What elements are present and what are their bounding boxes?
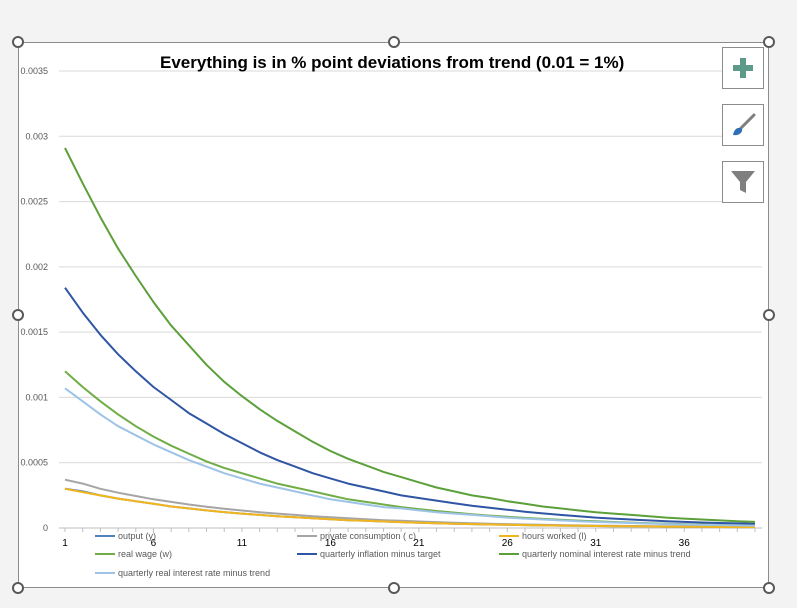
y-tick-label: 0 bbox=[43, 523, 48, 533]
series-line-5[interactable] bbox=[64, 287, 756, 525]
resize-handle-top-right[interactable] bbox=[763, 36, 775, 48]
y-tick-label: 0.0035 bbox=[20, 66, 48, 76]
x-tick-label: 16 bbox=[325, 538, 337, 549]
resize-handle-middle-right[interactable] bbox=[763, 309, 775, 321]
x-tick-label: 1 bbox=[62, 538, 68, 549]
y-tick-label: 0.0005 bbox=[20, 458, 48, 468]
legend-label: private consumption ( c) bbox=[320, 531, 416, 541]
resize-handle-bottom-left[interactable] bbox=[12, 582, 24, 594]
x-tick-label: 31 bbox=[590, 538, 602, 549]
plus-icon bbox=[733, 58, 753, 78]
y-tick-label: 0.002 bbox=[25, 262, 48, 272]
x-tick-label: 26 bbox=[502, 538, 514, 549]
legend-label: quarterly inflation minus target bbox=[320, 549, 441, 559]
brush-icon bbox=[733, 113, 756, 136]
resize-handle-bottom-center[interactable] bbox=[388, 582, 400, 594]
x-tick-label: 11 bbox=[237, 538, 248, 549]
chart-filters-button[interactable] bbox=[722, 161, 764, 203]
legend-label: hours worked (l) bbox=[522, 531, 587, 541]
resize-handle-bottom-right[interactable] bbox=[763, 582, 775, 594]
x-tick-label: 21 bbox=[413, 538, 425, 549]
resize-handle-top-left[interactable] bbox=[12, 36, 24, 48]
funnel-icon bbox=[731, 171, 755, 193]
legend-label: output (y) bbox=[118, 531, 156, 541]
legend-label: quarterly nominal interest rate minus tr… bbox=[522, 549, 691, 559]
resize-handle-top-center[interactable] bbox=[388, 36, 400, 48]
x-tick-label: 6 bbox=[151, 538, 157, 549]
chart-elements-button[interactable] bbox=[722, 47, 764, 89]
resize-handle-middle-left[interactable] bbox=[12, 309, 24, 321]
series-line-7[interactable] bbox=[64, 387, 756, 527]
x-tick-label: 36 bbox=[679, 538, 691, 549]
y-tick-label: 0.0015 bbox=[20, 327, 48, 337]
chart-styles-button[interactable] bbox=[722, 104, 764, 146]
legend-label: quarterly real interest rate minus trend bbox=[118, 568, 270, 578]
series-line-3[interactable] bbox=[64, 487, 755, 529]
chart-title-text: Everything is in % point deviations from… bbox=[160, 53, 625, 72]
y-tick-label: 0.0025 bbox=[20, 197, 48, 207]
legend-label: real wage (w) bbox=[118, 549, 172, 559]
y-tick-label: 0.003 bbox=[25, 131, 48, 141]
series-line-6[interactable] bbox=[64, 147, 756, 523]
y-tick-label: 0.001 bbox=[25, 392, 48, 402]
